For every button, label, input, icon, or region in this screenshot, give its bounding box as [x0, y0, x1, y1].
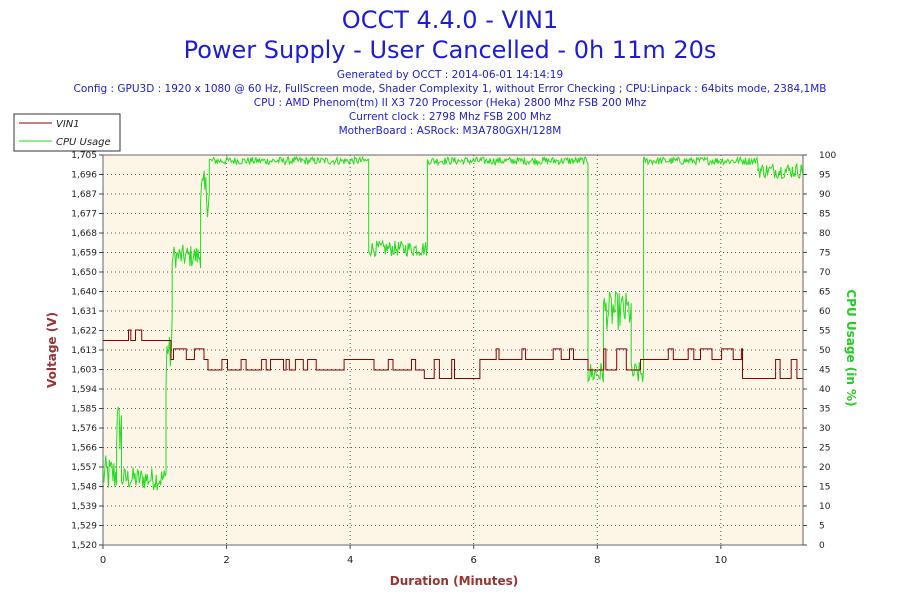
y-tick-label: 1,529: [71, 522, 97, 532]
y-tick-label: 1,603: [71, 366, 97, 376]
y-tick-label: 1,622: [71, 327, 97, 337]
y-tick-label: 1,668: [71, 229, 97, 239]
config-info: Config : GPU3D : 1920 x 1080 @ 60 Hz, Fu…: [73, 83, 827, 95]
y2-tick-label: 60: [819, 307, 831, 317]
y2-tick-label: 45: [819, 366, 830, 376]
y2-tick-label: 75: [819, 249, 830, 259]
y-tick-label: 1,696: [71, 171, 97, 181]
cpu-info: CPU : AMD Phenom(tm) II X3 720 Processor…: [253, 97, 647, 109]
y-axis-label: Voltage (V): [45, 312, 59, 388]
x-tick-label: 8: [594, 555, 600, 566]
y-tick-label: 1,585: [71, 405, 97, 415]
y-tick-label: 1,557: [71, 463, 97, 473]
legend-label-vin1: VIN1: [56, 119, 80, 130]
legend: VIN1 CPU Usage: [13, 113, 121, 152]
legend-box: [13, 113, 121, 152]
y2-tick-label: 5: [819, 522, 825, 532]
y-tick-label: 1,539: [71, 502, 97, 512]
y2-tick-label: 30: [819, 424, 831, 434]
motherboard-info: MotherBoard : ASRock: M3A780GXH/128M: [338, 125, 562, 137]
y2-tick-label: 95: [819, 171, 830, 181]
y2-tick-label: 10: [819, 502, 831, 512]
y2-tick-label: 25: [819, 444, 830, 454]
x-tick-label: 4: [347, 555, 353, 566]
legend-label-cpu-usage: CPU Usage: [56, 137, 111, 148]
y-tick-label: 1,594: [71, 385, 97, 395]
x-tick-label: 0: [100, 555, 106, 566]
y2-tick-label: 90: [819, 190, 831, 200]
y2-tick-label: 85: [819, 210, 830, 220]
y2-tick-label: 65: [819, 288, 830, 298]
y-tick-label: 1,613: [71, 346, 97, 356]
y-tick-label: 1,687: [71, 190, 97, 200]
y-tick-label: 1,520: [71, 541, 97, 551]
y-tick-label: 1,650: [71, 268, 97, 278]
chart-subtitle: Power Supply - User Cancelled - 0h 11m 2…: [183, 36, 717, 64]
y-tick-label: 1,566: [71, 444, 97, 454]
y2-tick-label: 20: [819, 463, 831, 473]
y-tick-label: 1,576: [71, 424, 97, 434]
y-tick-label: 1,705: [71, 151, 97, 161]
x-tick-label: 2: [223, 555, 229, 566]
y2-tick-label: 15: [819, 483, 830, 493]
y2-tick-label: 70: [819, 268, 831, 278]
y-tick-label: 1,548: [71, 483, 97, 493]
series-line-vin1: [103, 329, 803, 379]
y2-tick-label: 0: [819, 541, 825, 551]
y2-tick-label: 55: [819, 327, 830, 337]
y2-tick-label: 100: [819, 151, 836, 161]
y-tick-label: 1,631: [71, 307, 97, 317]
y2-tick-label: 50: [819, 346, 831, 356]
x-tick-label: 10: [714, 555, 727, 566]
y-tick-label: 1,677: [71, 210, 97, 220]
y2-axis-label: CPU Usage (in %): [844, 289, 858, 406]
chart-title: OCCT 4.4.0 - VIN1: [341, 6, 559, 34]
generated-info: Generated by OCCT : 2014-06-01 14:14:19: [336, 69, 564, 81]
y-tick-label: 1,640: [71, 288, 97, 298]
y2-tick-label: 40: [819, 385, 831, 395]
series-line-cpu-usage: [103, 155, 803, 491]
clock-info: Current clock : 2798 Mhz FSB 200 Mhz: [348, 111, 552, 123]
y-tick-label: 1,659: [71, 249, 97, 259]
y2-tick-label: 35: [819, 405, 830, 415]
y2-tick-label: 80: [819, 229, 831, 239]
x-tick-label: 6: [471, 555, 477, 566]
x-axis-label: Duration (Minutes): [390, 574, 518, 588]
